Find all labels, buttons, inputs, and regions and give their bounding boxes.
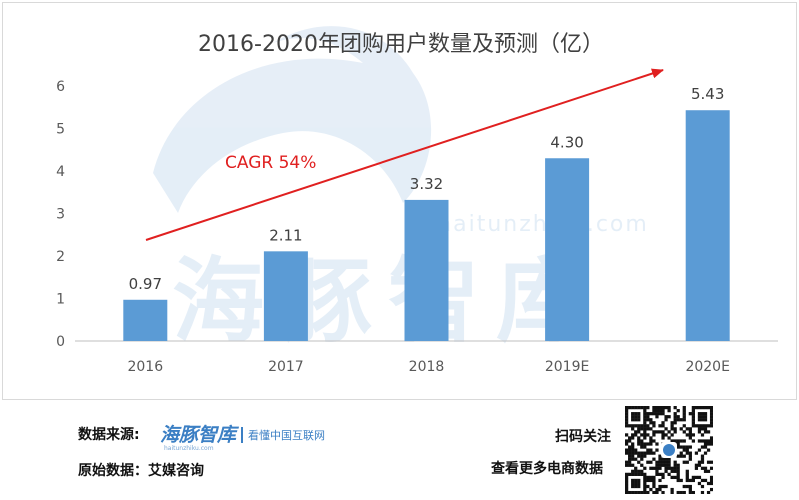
y-tick-label: 6	[56, 79, 65, 95]
bar-2019E	[545, 158, 590, 341]
value-labels: 0.97 2.11 3.32 4.30 5.43	[129, 85, 725, 293]
y-tick-label: 1	[56, 292, 65, 308]
bar-2018	[404, 199, 449, 341]
origin-label: 原始数据：艾媒咨询	[78, 463, 204, 479]
bar-2017	[263, 251, 308, 341]
x-tick-label: 2017	[268, 359, 304, 375]
watermark-url: haitunzhiku.com	[437, 212, 649, 237]
brand-logo: 海豚智库 看懂中国互联网	[160, 420, 325, 447]
brand-divider	[241, 427, 244, 443]
value-label: 4.30	[550, 133, 583, 151]
source-label: 数据来源:	[78, 427, 140, 443]
value-label: 5.43	[691, 85, 724, 103]
y-axis-ticks: 0 1 2 3 4 5 6	[56, 79, 65, 350]
bar-chart: 海豚智库 haitunzhiku.com 2016-2020年团购用户数量及预测…	[56, 26, 778, 375]
dolphin-watermark-icon	[153, 26, 432, 213]
value-label: 3.32	[410, 175, 443, 193]
y-tick-label: 3	[56, 207, 65, 223]
bar-2020E	[685, 110, 730, 341]
x-tick-label: 2020E	[685, 359, 729, 375]
x-tick-label: 2019E	[545, 359, 589, 375]
y-tick-label: 4	[56, 164, 65, 180]
scan-label: 扫码关注	[555, 429, 611, 445]
watermark: 海豚智库 haitunzhiku.com	[153, 26, 649, 355]
qr-code-icon[interactable]	[625, 406, 713, 494]
footer: 数据来源: 海豚智库 看懂中国互联网 haitunzhiku.com 原始数据：艾…	[0, 400, 799, 500]
cagr-annotation: CAGR 54%	[225, 153, 316, 173]
bar-2016	[123, 299, 168, 341]
brand-url: haitunzhiku.com	[164, 445, 214, 452]
value-label: 0.97	[129, 275, 162, 293]
bars	[123, 110, 730, 341]
value-label: 2.11	[269, 226, 302, 244]
chart-panel: 海豚智库 haitunzhiku.com 2016-2020年团购用户数量及预测…	[2, 2, 797, 400]
y-tick-label: 0	[56, 334, 65, 350]
watermark-text: 海豚智库	[172, 248, 604, 355]
cagr-trend-arrow	[145, 68, 664, 241]
x-axis-ticks: 2016 2017 2018 2019E 2020E	[127, 359, 729, 375]
more-data-label: 查看更多电商数据	[491, 461, 603, 477]
brand-name: 海豚智库	[160, 424, 237, 446]
brand-slogan: 看懂中国互联网	[248, 429, 326, 442]
x-tick-label: 2018	[409, 359, 445, 375]
chart-title: 2016-2020年团购用户数量及预测（亿）	[198, 32, 604, 57]
y-tick-label: 5	[56, 122, 65, 138]
x-tick-label: 2016	[127, 359, 163, 375]
y-tick-label: 2	[56, 249, 65, 265]
